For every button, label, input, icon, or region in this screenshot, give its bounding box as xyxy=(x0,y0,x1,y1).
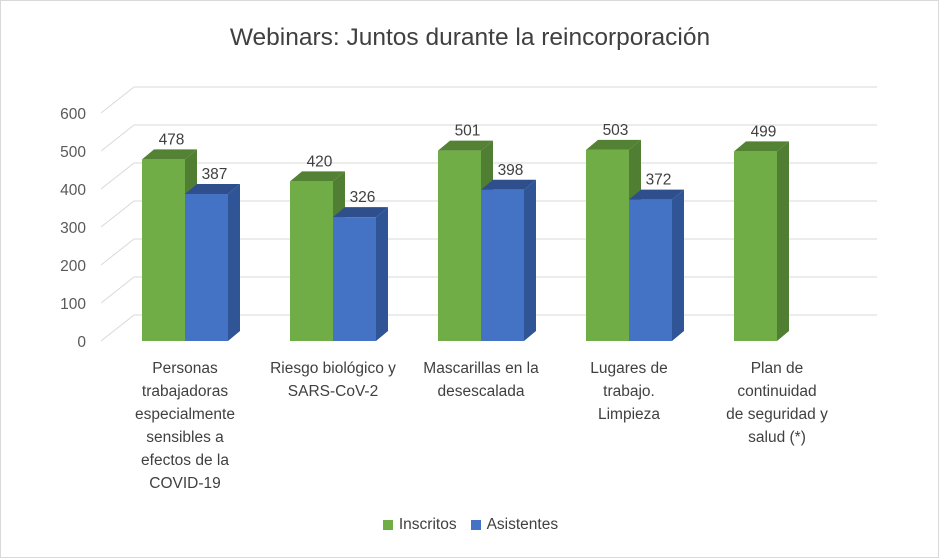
legend-swatch xyxy=(382,520,393,530)
gridline-diagonal xyxy=(100,276,135,304)
data-label: 501 xyxy=(455,123,481,140)
y-tick-label: 100 xyxy=(60,296,86,313)
bar-inscritos xyxy=(734,141,789,341)
x-category-label: Mascarillas en la desescalada xyxy=(423,360,539,400)
bar-top xyxy=(290,171,345,182)
data-label: 420 xyxy=(307,153,333,170)
data-label: 503 xyxy=(603,122,629,139)
y-tick-label: 0 xyxy=(77,334,86,351)
bar-side xyxy=(376,207,388,341)
legend-label: Inscritos xyxy=(398,516,457,533)
bar-top xyxy=(586,139,641,150)
bar-front xyxy=(734,151,777,341)
bar-front xyxy=(438,150,481,341)
bar-top xyxy=(481,179,536,190)
bar-top xyxy=(629,189,684,200)
bar-top xyxy=(333,207,388,218)
bar-side xyxy=(524,179,536,341)
y-tick-label: 400 xyxy=(60,182,86,199)
bar-front xyxy=(142,159,185,341)
bar-side xyxy=(228,183,240,341)
y-tick-label: 500 xyxy=(60,144,86,161)
gridline-diagonal xyxy=(100,238,135,266)
gridline-diagonal xyxy=(100,124,135,152)
y-tick-label: 600 xyxy=(60,106,86,123)
bar-top xyxy=(438,140,493,151)
bar-top xyxy=(142,149,197,160)
data-label: 372 xyxy=(646,172,672,189)
bar-front xyxy=(185,193,228,341)
bar-front xyxy=(586,149,629,341)
x-category-label: Plan de continuidad de seguridad y salud… xyxy=(726,360,828,446)
legend-item-asistentes: Asistentes xyxy=(470,516,559,534)
y-tick-label: 300 xyxy=(60,220,86,237)
bar-front xyxy=(333,217,376,341)
gridline-diagonal xyxy=(100,200,135,228)
bars xyxy=(142,139,789,341)
bar-side xyxy=(777,141,789,341)
x-category-label: Personas trabajadoras especialmente sens… xyxy=(135,360,235,492)
data-label: 326 xyxy=(350,189,376,206)
y-tick-label: 200 xyxy=(60,258,86,275)
gridline-diagonal xyxy=(100,314,135,342)
bar-asistentes xyxy=(629,189,684,341)
legend: Inscritos Asistentes xyxy=(1,516,939,535)
gridline-diagonal xyxy=(100,162,135,190)
legend-label: Asistentes xyxy=(486,516,559,533)
bar-front xyxy=(290,181,333,341)
x-category-label: Riesgo biológico y SARS-CoV-2 xyxy=(270,360,396,400)
legend-swatch xyxy=(470,520,481,530)
bar-side xyxy=(672,189,684,341)
bar-asistentes xyxy=(333,207,388,341)
chart-title: Webinars: Juntos durante la reincorporac… xyxy=(230,24,710,51)
data-label: 499 xyxy=(751,123,777,140)
x-category-label: Lugares de trabajo. Limpieza xyxy=(590,360,668,423)
data-labels: 478 387 420 326 501 398 503 372 499 xyxy=(159,122,777,206)
bar-top xyxy=(734,141,789,152)
bar-front xyxy=(629,199,672,341)
bar-asistentes xyxy=(185,183,240,341)
bar-top xyxy=(185,183,240,194)
legend-item-inscritos: Inscritos xyxy=(382,516,457,534)
y-axis-ticks: 0 100 200 300 400 500 600 xyxy=(60,106,86,351)
data-label: 387 xyxy=(202,166,228,183)
data-label: 478 xyxy=(159,131,185,148)
bar-asistentes xyxy=(481,179,536,341)
data-label: 398 xyxy=(498,162,524,179)
gridline-diagonal xyxy=(100,86,135,114)
bar-front xyxy=(481,189,524,341)
